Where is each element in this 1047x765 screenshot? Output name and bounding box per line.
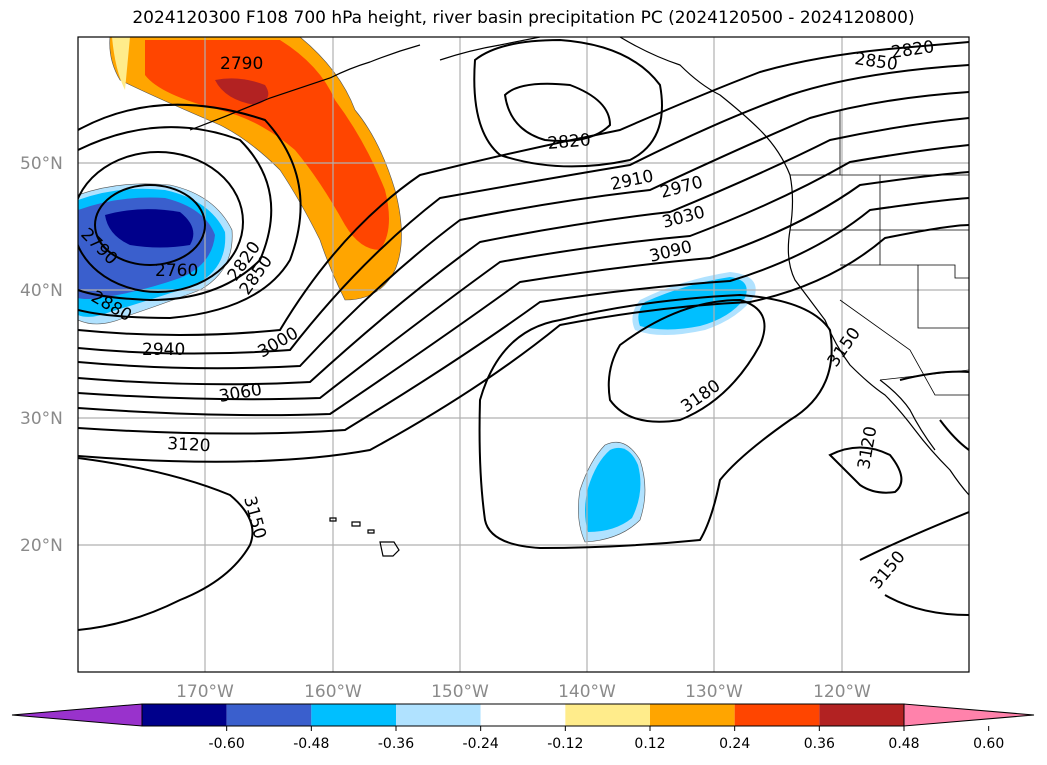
colorbar-segment: [819, 704, 904, 726]
colorbar-segment: [396, 704, 481, 726]
latitude-labels: 50°N 40°N 30°N 20°N: [20, 154, 63, 556]
colorbar-segment: [650, 704, 735, 726]
colorbar-segment: [734, 704, 820, 726]
lat-label: 40°N: [20, 281, 63, 301]
lat-label: 20°N: [20, 536, 63, 556]
colorbar: -0.60 -0.48 -0.36 -0.24 -0.12 0.12 0.24 0.36 0.4…: [11, 703, 1035, 752]
map-title: 2024120300 F108 700 hPa height, river ba…: [132, 8, 915, 28]
colorbar-segment: [480, 704, 566, 726]
height-contours: [78, 38, 969, 631]
colorbar-frame: [141, 703, 905, 727]
lon-label: 120°W: [813, 682, 871, 702]
colorbar-tick-label: -0.36: [378, 736, 414, 752]
lon-label: 160°W: [304, 682, 362, 702]
lon-label: 140°W: [558, 682, 616, 702]
contour-label: 2820: [547, 130, 592, 154]
longitude-labels: 170°W 160°W 150°W 140°W 130°W 120°W: [176, 682, 871, 702]
contour-label: 3120: [167, 434, 211, 456]
colorbar-tick-label: -0.48: [293, 736, 329, 752]
lon-label: 170°W: [176, 682, 234, 702]
colorbar-segment: [565, 704, 650, 726]
precipitation-shading: [78, 37, 756, 543]
contour-label: 2790: [220, 54, 263, 74]
colorbar-tick-label: 0.36: [804, 736, 835, 752]
colorbar-extend-low: [11, 703, 143, 727]
graticule: [78, 37, 969, 672]
lon-label: 130°W: [685, 682, 743, 702]
colorbar-extend-high: [903, 703, 1035, 727]
map-frame: [77, 36, 970, 673]
map-area: [78, 37, 969, 672]
lat-label: 50°N: [20, 154, 63, 174]
colorbar-segment: [311, 704, 396, 726]
colorbar-segment: [226, 704, 312, 726]
colorbar-tick-label: 0.60: [973, 736, 1004, 752]
colorbar-tick-label: -0.24: [463, 736, 499, 752]
lat-label: 30°N: [20, 409, 63, 429]
colorbar-tick-label: 0.24: [719, 736, 750, 752]
colorbar-tick-label: -0.12: [547, 736, 583, 752]
contour-label: 2760: [155, 261, 198, 281]
colorbar-tick-label: 0.48: [888, 736, 919, 752]
colorbar-tick-label: 0.12: [634, 736, 665, 752]
contour-label: 2940: [142, 340, 185, 360]
colorbar-segment: [142, 704, 227, 726]
lon-label: 150°W: [431, 682, 489, 702]
colorbar-tick-label: -0.60: [209, 736, 245, 752]
